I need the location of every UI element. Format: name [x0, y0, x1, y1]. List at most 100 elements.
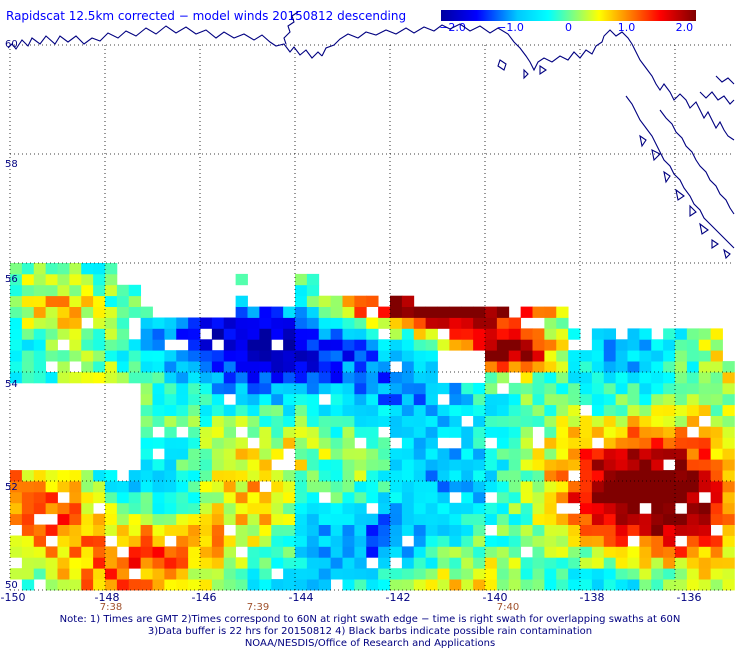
lon-label-150: -150: [0, 591, 26, 604]
wind-cell: [330, 339, 343, 351]
wind-cell: [603, 350, 617, 362]
wind-cell: [591, 382, 605, 395]
wind-cell: [485, 502, 498, 515]
wind-cell: [259, 361, 272, 373]
wind-cell: [235, 448, 248, 460]
wind-cell: [342, 546, 355, 558]
wind-cell: [57, 481, 70, 493]
wind-cell: [176, 317, 189, 329]
wind-cell: [508, 393, 522, 406]
wind-cell: [330, 491, 343, 504]
wind-cell: [722, 437, 735, 449]
wind-cell: [176, 470, 189, 482]
wind-cell: [520, 361, 533, 373]
wind-cell: [283, 393, 296, 406]
wind-cell: [473, 415, 486, 427]
wind-cell: [354, 470, 367, 482]
wind-cell: [330, 557, 343, 569]
wind-cell: [259, 437, 272, 449]
wind-cell: [354, 491, 367, 504]
wind-cell: [485, 350, 498, 362]
wind-cell: [710, 502, 723, 515]
wind-cell: [247, 361, 260, 373]
wind-cell: [21, 263, 35, 275]
wind-cell: [591, 513, 605, 525]
wind-cell: [413, 306, 427, 318]
wind-cell: [437, 557, 450, 569]
wind-cell: [247, 372, 260, 384]
wind-cell: [45, 502, 58, 515]
wind-cell: [164, 568, 177, 580]
wind-cell: [21, 361, 35, 373]
wind-cell: [603, 568, 617, 580]
wind-cell: [413, 372, 427, 384]
wind-cell: [69, 295, 82, 307]
wind-cell: [425, 459, 438, 471]
wind-cell: [318, 372, 332, 384]
wind-cell: [401, 481, 415, 493]
wind-cell: [128, 481, 142, 493]
wind-cell: [449, 568, 462, 580]
wind-cell: [164, 437, 177, 449]
wind-cell: [675, 579, 688, 591]
wind-cell: [568, 579, 581, 591]
wind-cell: [128, 470, 142, 482]
wind-cell: [663, 448, 676, 460]
wind-cell: [603, 502, 617, 515]
wind-cell: [330, 372, 343, 384]
wind-cell: [568, 437, 581, 449]
wind-cell: [520, 404, 533, 416]
wind-cell: [283, 437, 296, 449]
wind-cell: [318, 426, 332, 438]
wind-cell: [69, 535, 82, 547]
wind-cell: [342, 339, 355, 351]
wind-cell: [93, 273, 106, 286]
wind-cell: [128, 502, 142, 515]
wind-cell: [116, 513, 130, 525]
wind-cell: [425, 535, 438, 547]
wind-cell: [532, 350, 545, 362]
wind-cell: [639, 579, 652, 591]
wind-cell: [295, 273, 308, 286]
wind-cell: [663, 481, 676, 493]
wind-cell: [152, 568, 165, 580]
wind-cell: [295, 372, 308, 384]
wind-cell: [698, 361, 712, 373]
wind-cell: [580, 470, 593, 482]
wind-cell: [390, 513, 403, 525]
wind-cell: [651, 535, 664, 547]
wind-cell: [259, 491, 272, 504]
wind-cell: [401, 524, 415, 536]
wind-cell: [176, 361, 189, 373]
wind-cell: [318, 415, 332, 427]
wind-cell: [247, 339, 260, 351]
wind-cell: [651, 546, 664, 558]
wind-cell: [615, 404, 628, 416]
wind-cell: [271, 350, 284, 362]
wind-cell: [378, 579, 391, 591]
wind-cell: [306, 579, 320, 591]
wind-cell: [568, 361, 581, 373]
wind-cell: [485, 568, 498, 580]
wind-cell: [247, 524, 260, 536]
wind-cell: [306, 459, 320, 471]
wind-cell: [686, 557, 700, 569]
wind-cell: [473, 470, 486, 482]
wind-cell: [627, 361, 640, 373]
wind-cell: [235, 372, 248, 384]
wind-cell: [508, 535, 522, 547]
wind-cell: [461, 459, 474, 471]
wind-cell: [722, 459, 735, 471]
wind-cell: [437, 448, 450, 460]
wind-cell: [544, 361, 557, 373]
wind-cell: [21, 295, 35, 307]
wind-cell: [425, 448, 438, 460]
wind-cell: [603, 437, 617, 449]
wind-cell: [295, 404, 308, 416]
wind-cell: [330, 524, 343, 536]
wind-cell: [247, 491, 260, 504]
wind-cell: [449, 306, 462, 318]
wind-cell: [675, 568, 688, 580]
wind-cell: [378, 404, 391, 416]
wind-cell: [651, 339, 664, 351]
